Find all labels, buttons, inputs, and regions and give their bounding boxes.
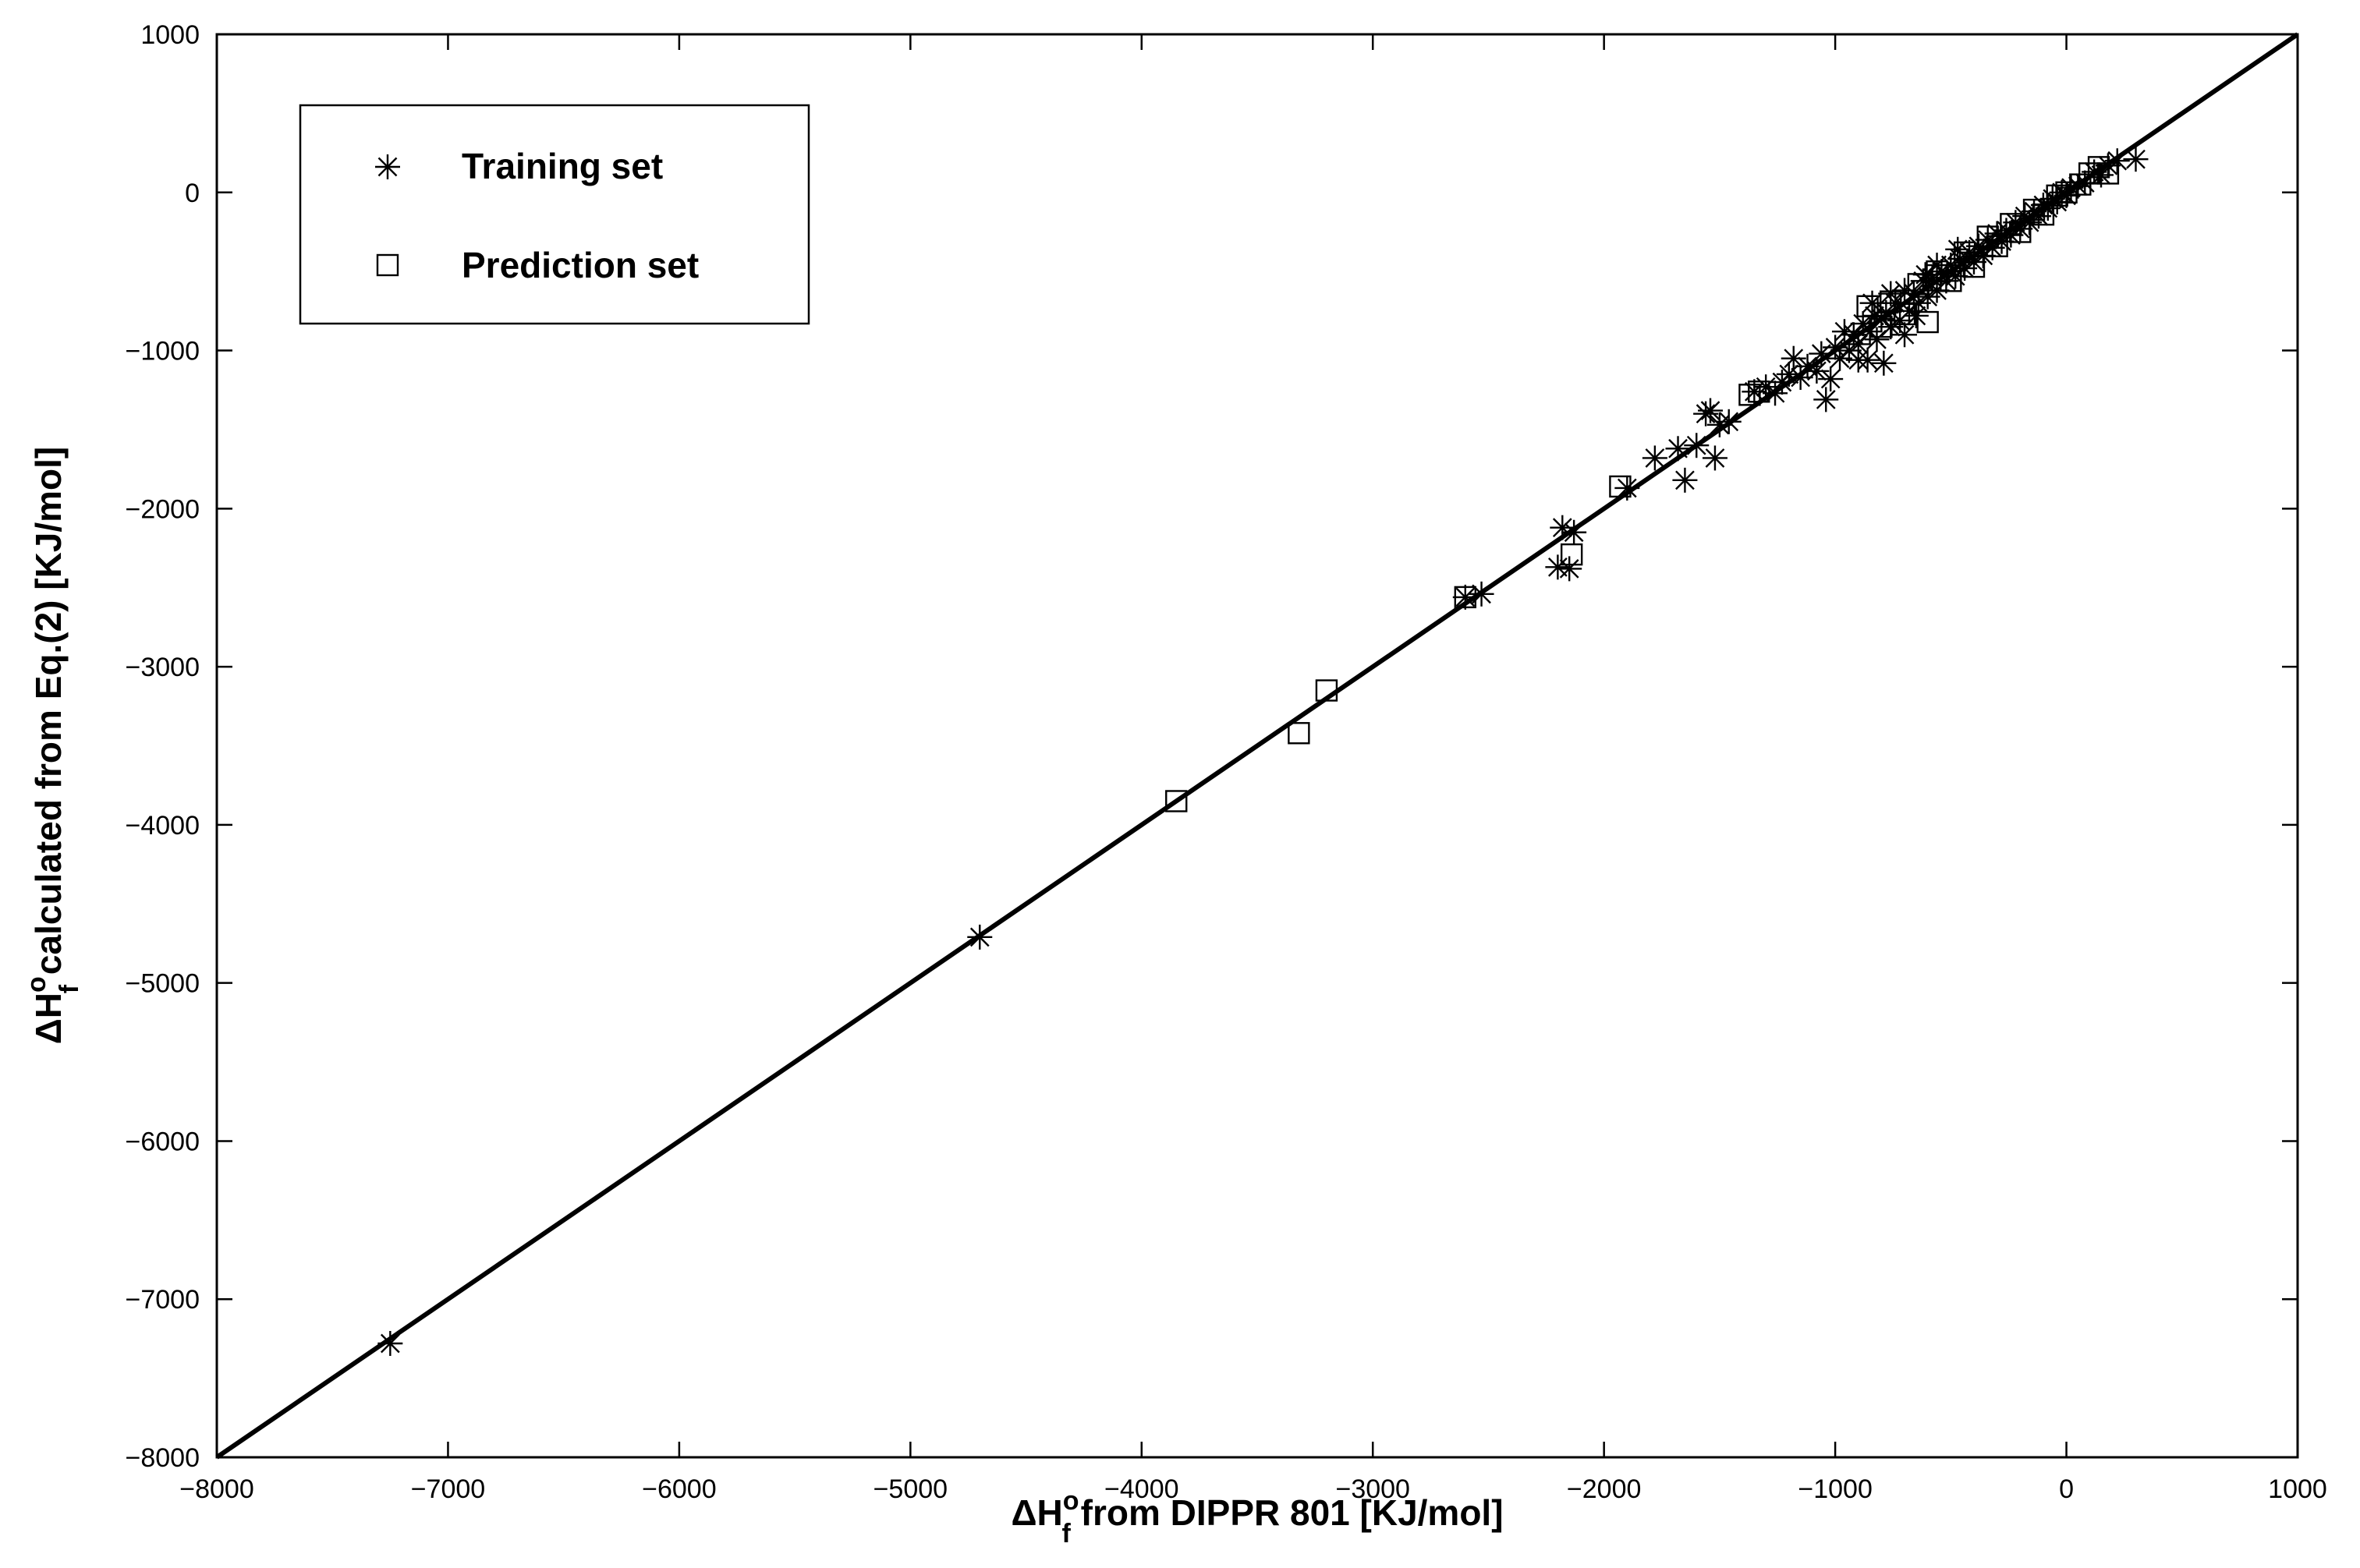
- data-point: [1986, 235, 2008, 257]
- data-point: [1907, 273, 1930, 296]
- data-point: [2009, 221, 2032, 243]
- x-axis-title: ΔHo f from DIPPR 801 [KJ/mol]: [1011, 1486, 1503, 1549]
- data-point: [1804, 358, 1830, 384]
- x-tick-label: −5000: [873, 1474, 948, 1504]
- data-point: [1557, 556, 1582, 582]
- data-point: [1871, 350, 1897, 376]
- y-tick-label: −5000: [126, 969, 200, 999]
- data-point: [1818, 366, 1844, 392]
- x-tick-labels: −8000 −7000 −6000 −5000 −4000 −3000 −2000 −1000…: [179, 1474, 2327, 1504]
- y-tick-label: −6000: [126, 1127, 200, 1156]
- data-point: [1845, 347, 1871, 373]
- data-point: [1665, 436, 1691, 462]
- x-tick-label: −2000: [1567, 1474, 1642, 1504]
- data-point: [1916, 310, 1939, 334]
- data-point: [1454, 586, 1477, 609]
- x-tick-label: 1000: [2268, 1474, 2327, 1504]
- data-point: [2055, 181, 2078, 204]
- data-point: [1813, 387, 1839, 412]
- data-point: [1716, 409, 1742, 434]
- legend: Training set Prediction set: [299, 104, 810, 325]
- data-point: [1288, 722, 1310, 745]
- y-tick-label: −8000: [126, 1443, 200, 1473]
- x-tick-label: −1000: [1798, 1474, 1873, 1504]
- ticks-layer: [215, 33, 2299, 1459]
- y-tick-labels: −8000 −7000 −6000 −5000 −4000 −3000 −2000 −1000…: [126, 20, 200, 1473]
- data-point: [1315, 679, 1338, 702]
- x-tick-label: −3000: [1335, 1474, 1410, 1504]
- data-point: [1892, 322, 1918, 348]
- data-point: [1788, 365, 1813, 391]
- y-tick-label: −1000: [126, 337, 200, 366]
- data-point: [1702, 445, 1727, 471]
- legend-asterisk-marker: [375, 154, 400, 179]
- x-tick-label: −7000: [411, 1474, 486, 1504]
- data-point: [1962, 255, 1986, 278]
- data-point: [1903, 303, 1929, 328]
- data-point: [2032, 203, 2055, 226]
- data-point: [1781, 345, 1806, 371]
- data-point: [1748, 380, 1770, 403]
- y-tick-label: 0: [185, 179, 200, 208]
- data-point: [1878, 281, 1904, 306]
- legend-label-training: Training set: [462, 146, 663, 186]
- data-point: [1469, 581, 1494, 607]
- y-axis-title: ΔHo f calculated from Eq.(2) [KJ/mol]: [22, 447, 84, 1045]
- data-point: [1924, 253, 1950, 278]
- legend-marker-training: [375, 154, 400, 179]
- x-tick-label: −6000: [642, 1474, 717, 1504]
- data-point: [1856, 295, 1879, 317]
- data-point: [1893, 303, 1916, 326]
- data-point: [1880, 290, 1902, 313]
- legend-marker-prediction: [376, 253, 399, 277]
- data-point: [1945, 236, 1971, 262]
- data-point: [967, 924, 993, 950]
- legend-label-prediction: Prediction set: [462, 245, 699, 285]
- y-tick-label: 1000: [140, 20, 200, 50]
- data-point: [1561, 519, 1587, 545]
- data-point: [2123, 147, 2149, 172]
- x-tick-label: −4000: [1104, 1474, 1179, 1504]
- data-point: [1698, 398, 1724, 423]
- data-point: [377, 1331, 403, 1356]
- y-tick-label: −3000: [126, 653, 200, 682]
- x-tick-label: 0: [2059, 1474, 2074, 1504]
- data-point: [2096, 162, 2120, 185]
- y-tick-label: −4000: [126, 811, 200, 841]
- data-point: [1642, 445, 1667, 471]
- markers-layer: [377, 147, 2149, 1356]
- data-point: [1550, 515, 1575, 540]
- data-point: [1776, 361, 1802, 387]
- y-tick-label: −2000: [126, 494, 200, 524]
- data-point: [1870, 315, 1893, 338]
- y-tick-label: −7000: [126, 1285, 200, 1315]
- data-point: [1560, 543, 1583, 566]
- x-tick-label: −8000: [179, 1474, 254, 1504]
- data-point: [1165, 790, 1188, 812]
- legend-square-marker: [376, 253, 399, 277]
- data-point: [1672, 467, 1698, 493]
- data-point: [1827, 345, 1853, 371]
- data-point: [1452, 584, 1478, 610]
- legend-box: [299, 104, 810, 325]
- data-point: [1684, 433, 1710, 458]
- data-point: [1940, 270, 1962, 292]
- series-prediction-set: [1165, 156, 2120, 812]
- data-point: [1609, 475, 1632, 498]
